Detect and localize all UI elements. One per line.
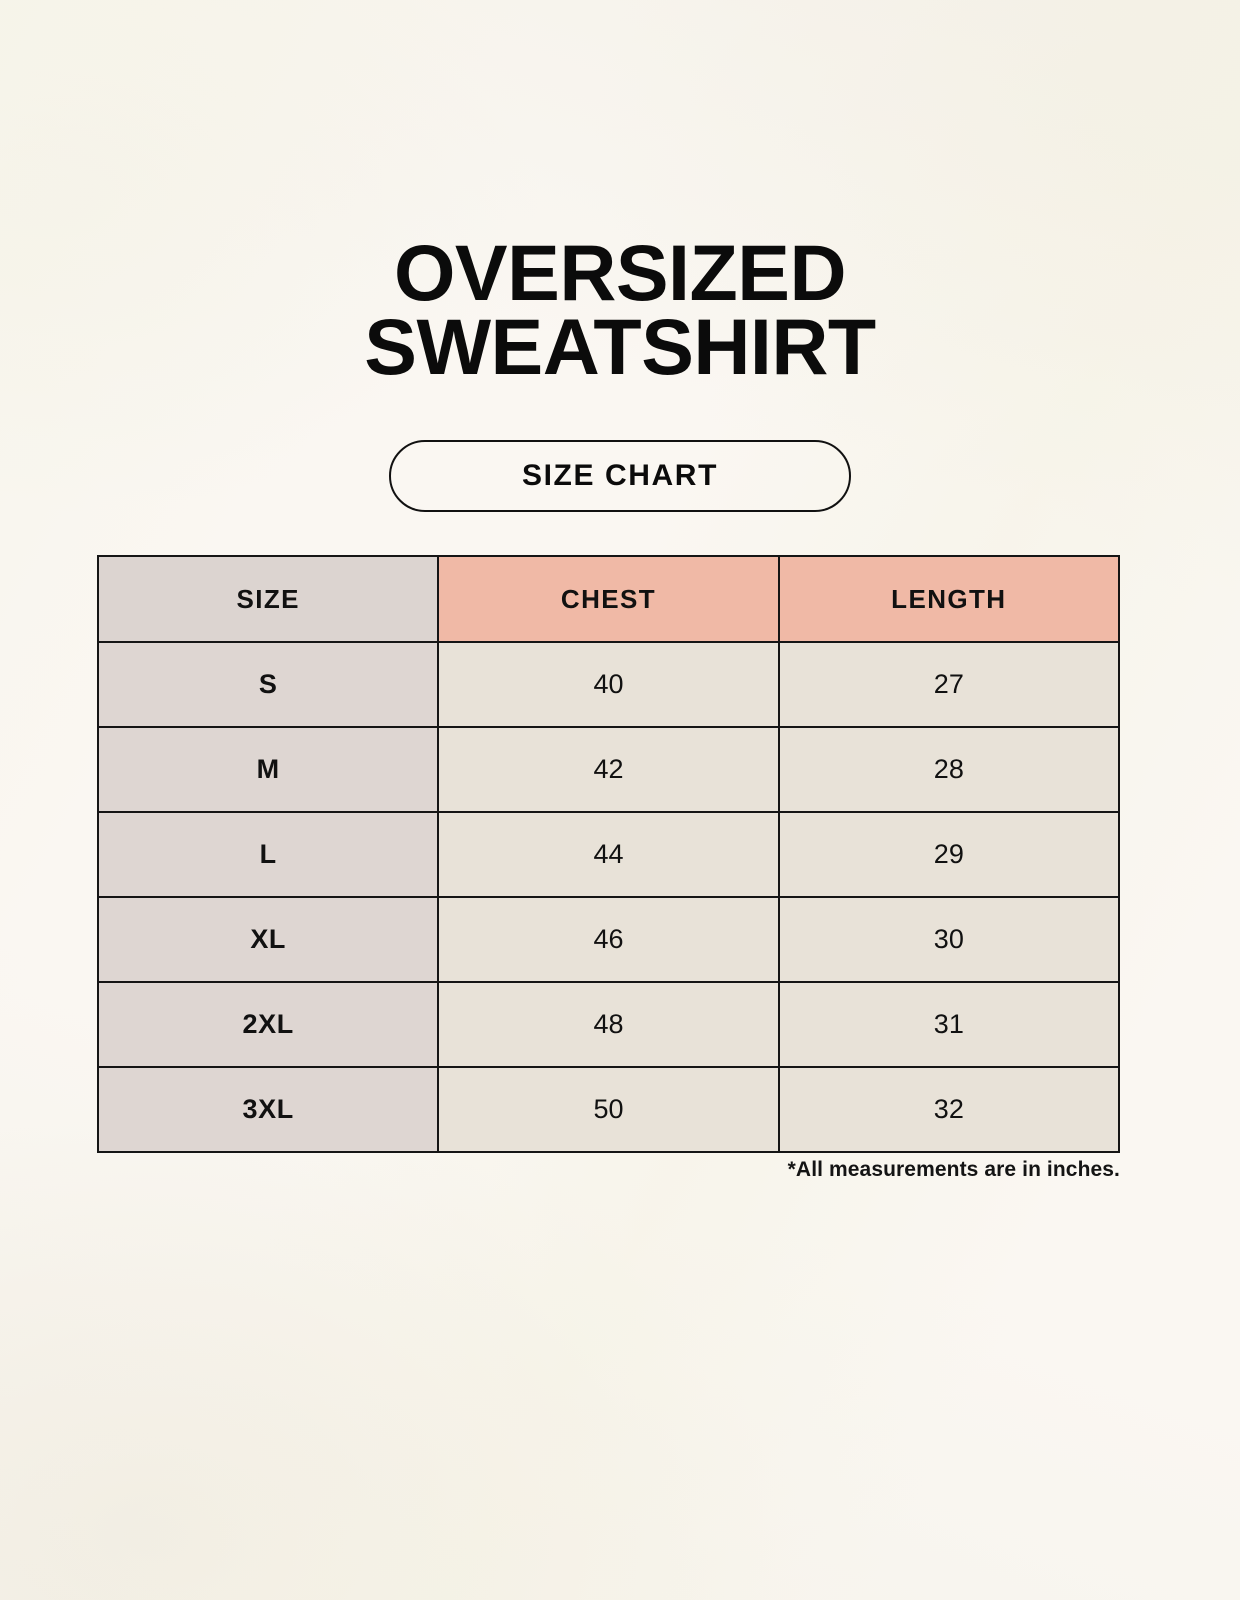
- cell-chest: 42: [437, 726, 780, 813]
- cell-chest: 40: [437, 641, 780, 728]
- title-line-1: OVERSIZED: [393, 228, 847, 317]
- cell-chest: 46: [437, 896, 780, 983]
- column-header-size: SIZE: [96, 555, 440, 643]
- table-row: S 40 27: [96, 641, 1121, 728]
- size-chart-badge-label: SIZE CHART: [522, 459, 718, 492]
- table-row: XL 46 30: [96, 896, 1121, 983]
- cell-length: 30: [777, 896, 1121, 983]
- cell-size: XL: [96, 896, 440, 983]
- table-row: M 42 28: [96, 726, 1121, 813]
- column-header-chest: CHEST: [437, 555, 780, 643]
- table-header-row: SIZE CHEST LENGTH: [96, 555, 1121, 643]
- cell-size: 2XL: [96, 981, 440, 1068]
- size-table-body: S 40 27 M 42 28 L 44 29 XL 46 30: [96, 641, 1121, 1153]
- cell-chest: 44: [437, 811, 780, 898]
- cell-length: 32: [777, 1066, 1121, 1153]
- size-table-header: SIZE CHEST LENGTH: [96, 555, 1121, 643]
- page-title: OVERSIZED SWEATSHIRT: [0, 228, 1240, 392]
- cell-chest: 48: [437, 981, 780, 1068]
- cell-size: S: [96, 641, 440, 728]
- table-row: 3XL 50 32: [96, 1066, 1121, 1153]
- size-chart-badge: SIZE CHART: [389, 440, 851, 512]
- cell-size: 3XL: [96, 1066, 440, 1153]
- badge-container: SIZE CHART: [0, 440, 1240, 512]
- cell-length: 29: [777, 811, 1121, 898]
- cell-length: 31: [777, 981, 1121, 1068]
- measurements-footnote: *All measurements are in inches.: [787, 1158, 1120, 1181]
- size-table-container: SIZE CHEST LENGTH S 40 27 M 42 28 L: [96, 555, 1121, 1153]
- cell-size: L: [96, 811, 440, 898]
- size-table: SIZE CHEST LENGTH S 40 27 M 42 28 L: [96, 555, 1121, 1153]
- cell-length: 28: [777, 726, 1121, 813]
- column-header-length: LENGTH: [777, 555, 1121, 643]
- cell-chest: 50: [437, 1066, 780, 1153]
- title-line-2: SWEATSHIRT: [364, 302, 876, 392]
- table-row: 2XL 48 31: [96, 981, 1121, 1068]
- table-row: L 44 29: [96, 811, 1121, 898]
- cell-length: 27: [777, 641, 1121, 728]
- cell-size: M: [96, 726, 440, 813]
